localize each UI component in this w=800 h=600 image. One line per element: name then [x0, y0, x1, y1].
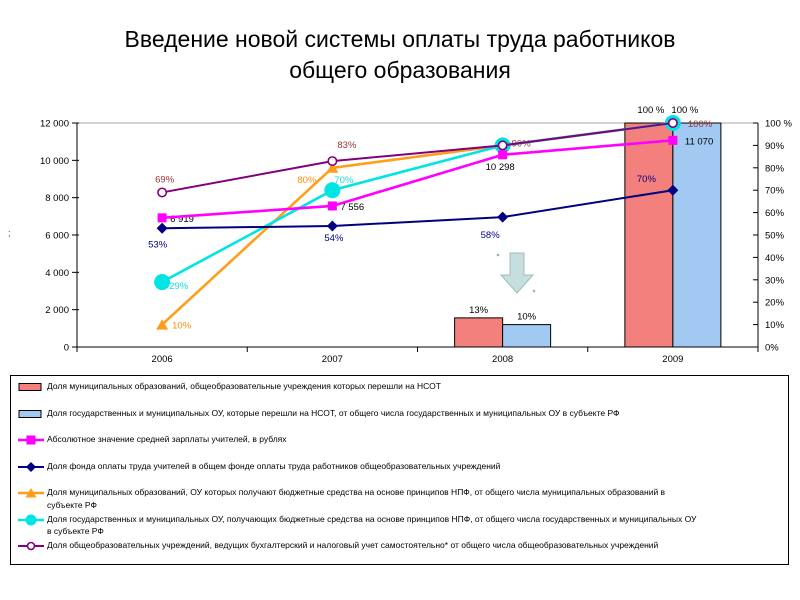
bar-label: 100 % — [671, 105, 698, 116]
right-axis-tick-label: 70% — [765, 186, 785, 197]
open-circle-marker-icon — [157, 187, 168, 198]
legend-item: Доля общеобразовательных учреждений, вед… — [18, 539, 788, 566]
bar — [624, 122, 674, 348]
legend-label: Доля государственных и муниципальных ОУ,… — [47, 513, 697, 537]
left-axis-tick-label: 10 000 — [40, 156, 69, 167]
legend-marker-npf-municipal-line-icon — [18, 488, 44, 498]
legend-marker-npf-state-line-icon — [18, 514, 44, 525]
open-circle-marker-icon — [667, 117, 678, 128]
point-label: 80% — [297, 175, 317, 186]
square-marker-icon — [327, 201, 337, 211]
legend-marker-salary-line-icon — [18, 435, 44, 445]
circle-marker-icon — [324, 182, 341, 199]
legend-marker-blue-bar-icon — [18, 409, 42, 418]
line-series — [162, 189, 674, 230]
right-axis-tick-label: 80% — [765, 163, 785, 174]
x-axis-label: 2008 — [492, 354, 513, 365]
chart-area: 13% 100 % 10% 100 % 12 000 10 000 8 000 6 000 4 … — [0, 95, 800, 375]
point-label: 58% — [481, 230, 501, 241]
x-axis-label: 2009 — [662, 354, 683, 365]
legend-item: Доля фонда оплаты труда учителей в общем… — [18, 460, 788, 487]
bar — [454, 317, 504, 348]
right-axis-tick-label: 60% — [765, 208, 785, 219]
legend-label: Доля муниципальных образований, ОУ котор… — [47, 487, 666, 510]
legend-marker-self-accounting-line-icon — [18, 541, 44, 551]
triangle-marker-icon — [326, 162, 339, 173]
left-axis-tick-label: 4 000 — [45, 268, 69, 279]
legend-item: Доля государственных и муниципальных ОУ,… — [18, 513, 788, 540]
square-marker-icon — [157, 213, 167, 223]
point-label: 7 556 — [340, 202, 364, 213]
left-axis-tick-label: 8 000 — [45, 193, 69, 204]
arrow-handle-dot — [532, 289, 536, 293]
legend-item: Доля государственных и муниципальных ОУ,… — [18, 407, 788, 434]
right-axis-tick-label: 10% — [765, 320, 785, 331]
point-label: 70% — [334, 175, 354, 186]
point-label: 10 298 — [486, 162, 515, 173]
point-label: 69% — [155, 174, 175, 185]
down-arrow-icon — [499, 252, 535, 294]
open-circle-marker-icon — [327, 156, 338, 167]
line-series — [162, 139, 673, 220]
point-label: 11 070 — [685, 136, 713, 147]
left-axis-tick-label: 6 000 — [45, 231, 69, 242]
right-axis-tick-label: 30% — [765, 275, 785, 286]
right-axis-tick-label: 40% — [765, 253, 785, 264]
point-label: 83% — [337, 140, 357, 151]
legend-label: Доля муниципальных образований, общеобра… — [47, 381, 441, 391]
point-label: 54% — [324, 233, 344, 244]
left-axis-tick-label: 0 — [64, 343, 69, 354]
bar — [672, 122, 722, 348]
point-label: 70% — [637, 174, 657, 185]
diamond-marker-icon — [497, 211, 509, 223]
triangle-marker-icon — [156, 319, 169, 330]
point-label: 100% — [688, 119, 713, 130]
line-series — [161, 122, 674, 194]
right-axis-tick-label: 0% — [765, 343, 779, 354]
x-axis-label: 2007 — [322, 354, 343, 365]
legend-label: Доля фонда оплаты труда учителей в общем… — [47, 460, 501, 471]
diamond-marker-icon — [156, 222, 168, 234]
bar-label: 13% — [469, 305, 489, 316]
legend-label: Абсолютное значение средней зарплаты учи… — [47, 434, 287, 444]
legend-item: Доля муниципальных образований, ОУ котор… — [18, 486, 788, 513]
x-axis-label: 2006 — [152, 354, 173, 365]
bar — [502, 324, 552, 348]
circle-marker-icon — [154, 274, 171, 291]
legend-marker-red-bar-icon — [18, 383, 42, 391]
legend-label: Доля государственных и муниципальных ОУ,… — [47, 407, 620, 418]
chart-canvas: 13% 100 % 10% 100 % 12 000 10 000 8 000 6 000 4 … — [8, 105, 792, 365]
point-label: 6 919 — [170, 214, 194, 225]
diamond-marker-icon — [667, 184, 679, 196]
y-axis-title-fragment: ; — [8, 228, 11, 238]
point-label: 10% — [172, 321, 192, 332]
arrow-handle-dot — [496, 253, 500, 257]
slide-title-line-1: Введение новой системы оплаты труда рабо… — [124, 26, 676, 52]
left-axis-tick-label: 2 000 — [45, 305, 69, 316]
bar-label: 100 % — [637, 105, 664, 116]
slide-title: Введение новой системы оплаты труда рабо… — [0, 24, 800, 85]
right-axis-tick-label: 20% — [765, 298, 785, 309]
left-axis-tick-label: 12 000 — [40, 119, 69, 130]
right-axis-tick-label: 100 % — [765, 119, 792, 130]
square-marker-icon — [498, 150, 508, 160]
legend-label: Доля общеобразовательных учреждений, вед… — [47, 540, 659, 550]
diamond-marker-icon — [326, 220, 338, 232]
chart-legend: Доля муниципальных образований, общеобра… — [10, 375, 789, 565]
right-axis-tick-label: 50% — [765, 231, 785, 242]
right-axis-tick-label: 90% — [765, 141, 785, 152]
point-label: 53% — [148, 239, 168, 250]
legend-item: Доля муниципальных образований, общеобра… — [18, 380, 788, 407]
legend-item: Абсолютное значение средней зарплаты учи… — [18, 433, 788, 460]
square-marker-icon — [668, 135, 678, 145]
point-label: 29% — [169, 281, 189, 292]
legend-marker-payroll-share-line-icon — [18, 461, 44, 472]
bar-label: 10% — [517, 312, 537, 323]
open-circle-marker-icon — [497, 140, 508, 151]
slide-title-line-2: общего образования — [289, 56, 511, 83]
